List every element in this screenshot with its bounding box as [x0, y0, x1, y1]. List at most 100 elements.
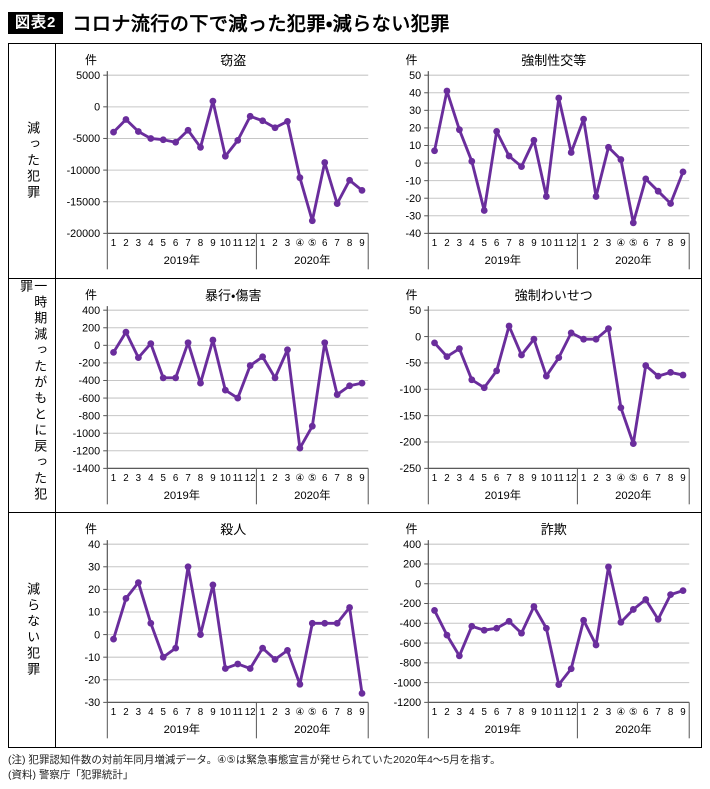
- row-not-decreasing-crimes: 減らない犯罪 件 殺人 40 30 20 10 0 -10 -20 -30 1 2 3 4 5 6 7 8 9 1…: [9, 512, 701, 747]
- x-tick-label: ④: [616, 238, 625, 249]
- year-label: 2019年: [484, 253, 520, 267]
- data-point-marker: [284, 117, 291, 125]
- data-point-marker: [284, 647, 291, 654]
- x-tick-label: 1: [111, 238, 116, 249]
- x-tick-label: 1: [431, 473, 436, 484]
- x-tick-label: 10: [220, 707, 231, 718]
- x-tick-label: 2: [123, 238, 128, 249]
- x-tick-label: 6: [173, 707, 178, 718]
- y-tick-label: 5000: [76, 70, 100, 82]
- x-tick-label: 11: [553, 238, 563, 249]
- x-tick-label: 9: [680, 238, 685, 249]
- data-point-marker: [679, 168, 686, 176]
- x-tick-label: 3: [285, 473, 290, 484]
- y-tick-label: -800: [399, 658, 421, 670]
- x-tick-label: 11: [233, 707, 243, 718]
- figure-header: 図表2 コロナ流行の下で減った犯罪・減らない犯罪: [0, 0, 710, 43]
- data-point-marker: [234, 136, 242, 144]
- footnote-data-source: (資料) 警察庁「犯罪統計」: [8, 768, 134, 781]
- x-tick-label: 8: [198, 473, 203, 484]
- x-tick-label: ⑤: [308, 707, 317, 718]
- year-label: 2019年: [164, 253, 200, 267]
- y-tick-label: -400: [399, 618, 421, 630]
- chart-panel-fraud: 件 詐欺 400 200 0 -200 -400 -600 -800 -1000 -1200 1 2…: [379, 516, 700, 746]
- data-point-marker: [271, 373, 279, 381]
- data-point-marker: [110, 635, 117, 643]
- data-point-marker: [172, 644, 180, 652]
- x-tick-label: 9: [210, 707, 215, 718]
- data-point-marker: [629, 439, 637, 447]
- x-tick-label: 2: [593, 473, 598, 484]
- data-point-marker: [296, 680, 304, 688]
- data-point-marker: [542, 372, 550, 380]
- data-point-marker: [616, 403, 624, 411]
- data-point-marker: [147, 619, 155, 627]
- data-point-marker: [679, 371, 686, 378]
- data-point-marker: [455, 126, 463, 134]
- x-tick-label: 6: [643, 707, 648, 718]
- x-tick-label: 8: [518, 238, 523, 249]
- x-tick-label: 7: [334, 238, 339, 249]
- x-tick-label: 10: [220, 473, 231, 484]
- y-tick-label: 10: [409, 140, 421, 152]
- row-label-text: 一時期減ったがもとに戻った犯罪: [18, 278, 48, 503]
- data-point-marker: [654, 615, 662, 623]
- chart-head: 件 殺人: [58, 519, 379, 537]
- data-point-marker: [604, 563, 612, 571]
- data-point-marker: [333, 200, 341, 208]
- data-point-marker: [134, 579, 142, 587]
- x-tick-label: 7: [185, 473, 190, 484]
- data-point-marker: [430, 147, 438, 155]
- x-tick-label: 3: [285, 238, 290, 249]
- figure-number-badge: 図表2: [8, 11, 64, 34]
- data-point-marker: [641, 361, 649, 369]
- data-point-marker: [492, 128, 500, 135]
- data-point-marker: [430, 339, 438, 346]
- data-point-marker: [110, 128, 117, 136]
- x-tick-label: 9: [359, 707, 364, 718]
- y-tick-label: -200: [399, 436, 421, 448]
- y-tick-label: 40: [409, 87, 421, 99]
- series-line: [112, 565, 364, 695]
- x-tick-label: 1: [260, 238, 265, 249]
- y-tick-label: -20: [405, 193, 421, 205]
- x-tick-label: 9: [210, 473, 215, 484]
- x-tick-label: 2: [123, 707, 128, 718]
- data-point-marker: [209, 336, 217, 343]
- data-point-marker: [467, 157, 475, 165]
- y-tick-label: -15000: [67, 196, 101, 208]
- data-point-marker: [554, 353, 562, 361]
- data-point-marker: [467, 622, 475, 630]
- x-tick-label: 8: [198, 707, 203, 718]
- x-tick-label: 11: [553, 707, 563, 718]
- data-point-marker: [666, 200, 674, 207]
- data-point-marker: [505, 617, 512, 625]
- y-tick-label: 0: [94, 629, 100, 641]
- x-tick-label: 12: [245, 473, 256, 484]
- y-tick-label: 0: [415, 331, 421, 343]
- x-tick-label: 11: [553, 473, 563, 484]
- chart-panel-indecent-assault: 件 強制わいせつ 50 0 -50 -100 -150 -200 -250 1 2 3 4 5 6 7 8 9…: [379, 282, 700, 512]
- data-point-marker: [234, 394, 242, 401]
- x-tick-label: 5: [161, 238, 167, 249]
- data-point-marker: [629, 606, 637, 613]
- y-tick-label: -40: [405, 228, 421, 240]
- x-tick-label: 3: [605, 707, 610, 718]
- y-tick-label: -600: [79, 392, 101, 404]
- x-tick-label: 3: [456, 473, 461, 484]
- data-point-marker: [430, 607, 438, 614]
- x-tick-label: 10: [220, 238, 231, 249]
- x-tick-label: 10: [540, 238, 551, 249]
- data-point-marker: [530, 136, 537, 144]
- y-tick-label: -100: [399, 383, 421, 395]
- x-tick-label: 9: [680, 473, 685, 484]
- x-tick-label: ④: [296, 238, 305, 249]
- y-tick-label: -400: [79, 375, 101, 387]
- y-tick-label: 20: [409, 123, 421, 135]
- data-point-marker: [221, 152, 229, 160]
- row-label-text: 減った犯罪: [25, 120, 41, 201]
- x-tick-label: 4: [148, 238, 154, 249]
- y-axis-unit-label: 件: [405, 522, 418, 537]
- x-tick-label: ⑤: [628, 473, 637, 484]
- year-label: 2019年: [164, 488, 200, 502]
